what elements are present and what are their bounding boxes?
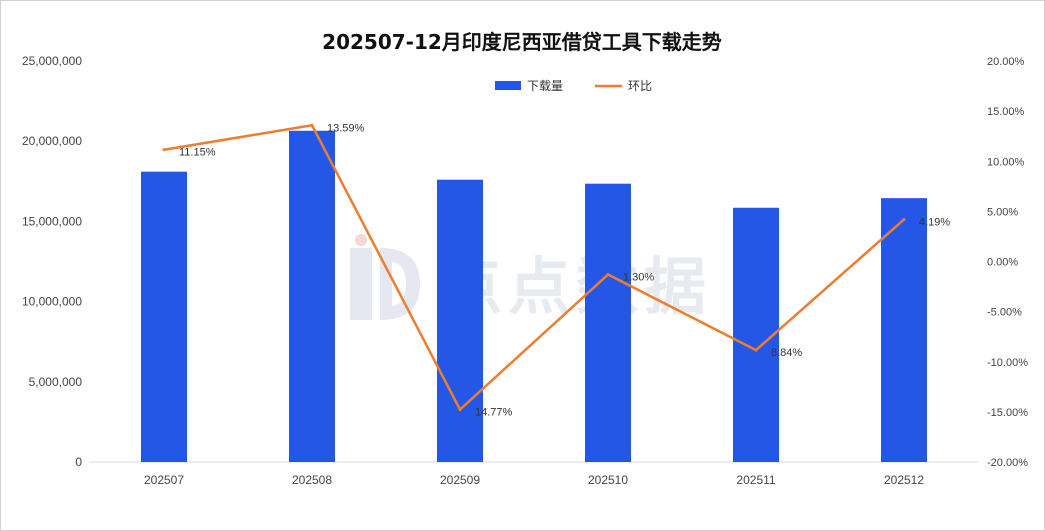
chart-title: 202507-12月印度尼西亚借贷工具下载走势 (322, 30, 722, 54)
line-point (754, 348, 758, 352)
legend: 下载量 环比 (495, 79, 652, 93)
line-data-label: 11.15% (179, 147, 216, 159)
x-tick-label: 202511 (736, 473, 775, 487)
y-tick-label: 20,000,000 (22, 134, 82, 148)
line-data-label: 14.77% (475, 407, 513, 419)
line-data-label: 4.19% (919, 216, 950, 228)
bar (141, 171, 187, 462)
y-tick-label: 10,000,000 (22, 295, 82, 309)
line-point (310, 123, 314, 127)
y-tick-label: 25,000,000 (22, 54, 82, 68)
y2-tick-label: 20.00% (987, 56, 1025, 68)
x-tick-label: 202512 (884, 473, 924, 487)
bar (437, 179, 483, 463)
y2-tick-label: 10.00% (987, 156, 1025, 168)
line-point (458, 408, 462, 412)
legend-label-downloads: 下载量 (527, 79, 563, 93)
y-tick-label: 0 (75, 455, 82, 469)
watermark-logo (350, 234, 420, 320)
y2-tick-label: 0.00% (987, 257, 1018, 269)
bar (585, 183, 631, 462)
bar (733, 207, 779, 462)
line-point (162, 148, 166, 152)
y2-tick-label: 5.00% (987, 206, 1018, 218)
bar (881, 198, 927, 462)
legend-swatch-bar (495, 81, 521, 90)
bar-series (141, 130, 927, 463)
watermark: 点点数据 (350, 234, 712, 323)
legend-label-mom: 环比 (628, 79, 652, 93)
watermark-text: 点点数据 (440, 250, 712, 323)
x-axis: 202507 202508 202509 202510 202511 202512 (144, 473, 924, 487)
y2-tick-label: -5.00% (987, 307, 1022, 319)
y2-tick-label: -20.00% (987, 457, 1028, 469)
y2-tick-label: -15.00% (987, 407, 1028, 419)
line-data-label: 8.84% (771, 347, 802, 359)
x-tick-label: 202507 (144, 473, 184, 487)
line-data-labels: 11.15% 13.59% 14.77% 1.30% 8.84% 4.19% (179, 122, 950, 418)
y2-tick-label: -10.00% (987, 357, 1028, 369)
line-data-label: 1.30% (623, 272, 654, 284)
x-tick-label: 202510 (588, 473, 628, 487)
y-tick-label: 5,000,000 (29, 375, 83, 389)
line-data-label: 13.59% (327, 122, 365, 134)
x-tick-label: 202508 (292, 473, 332, 487)
line-mom (163, 124, 905, 411)
line-point (606, 273, 610, 277)
y2-tick-label: 15.00% (987, 106, 1025, 118)
line-series (162, 123, 906, 412)
line-point (902, 217, 906, 221)
y-axis-right: -20.00% -15.00% -10.00% -5.00% 0.00% 5.00% 10.… (987, 56, 1028, 469)
y-tick-label: 15,000,000 (22, 214, 82, 228)
y-axis-left: 0 5,000,000 10,000,000 15,000,000 20,000,000… (22, 54, 82, 469)
x-tick-label: 202509 (440, 473, 480, 487)
bar (289, 130, 335, 463)
